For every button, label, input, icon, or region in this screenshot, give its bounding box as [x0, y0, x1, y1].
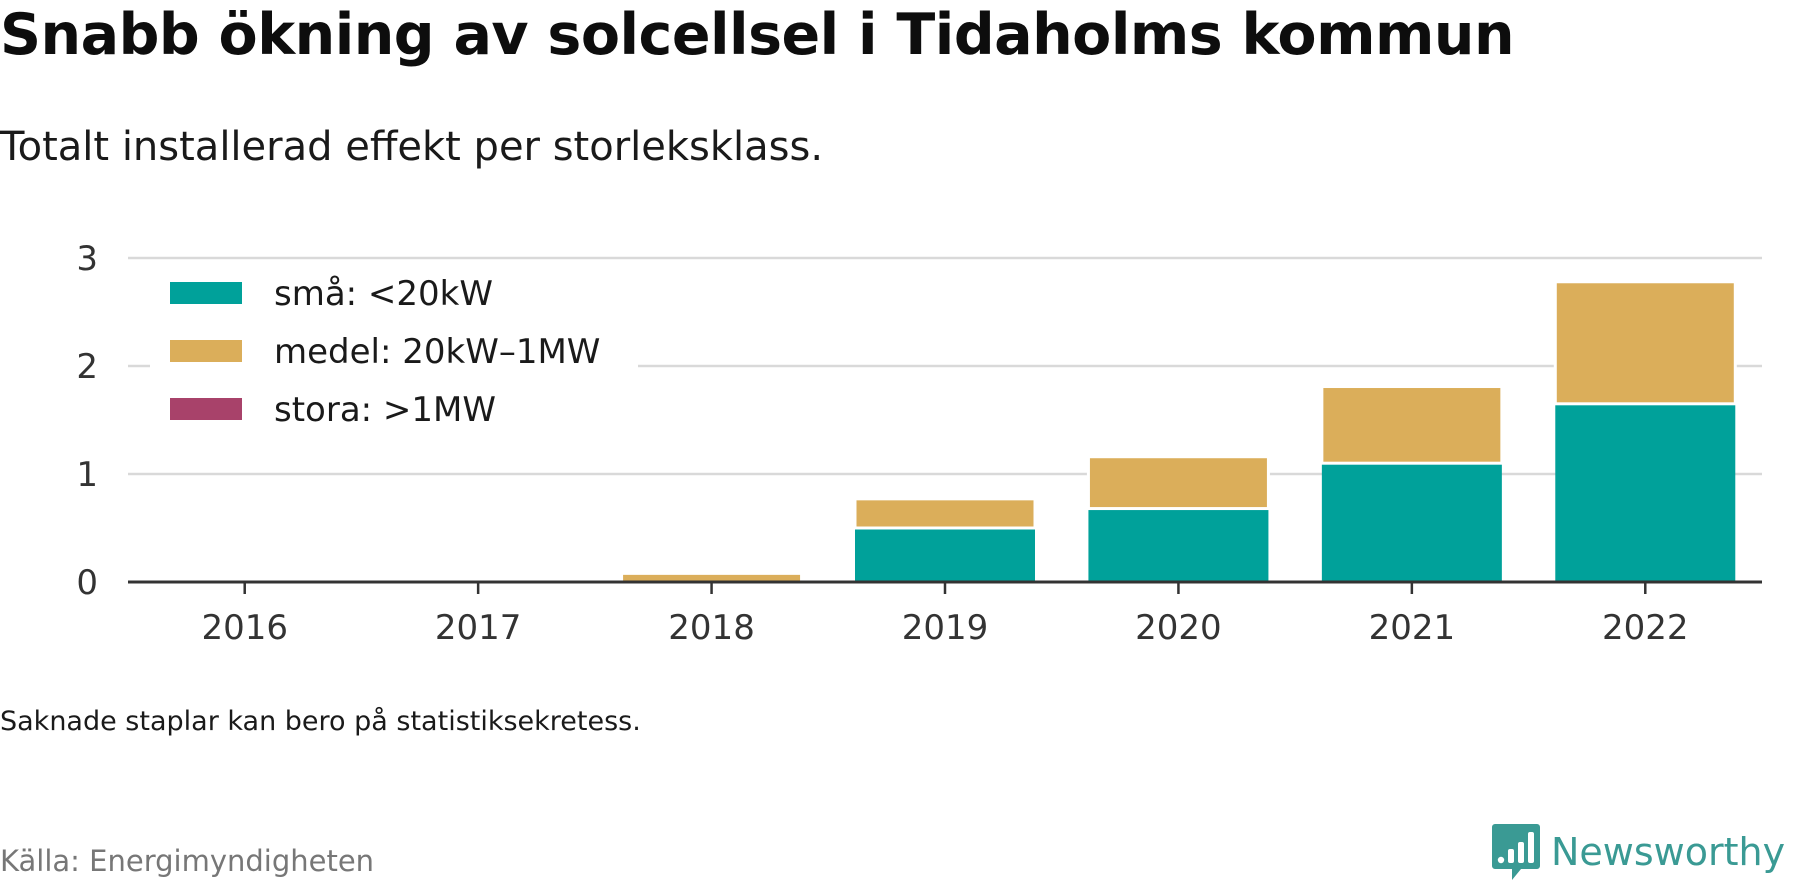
x-tick-label: 2020 — [1135, 608, 1222, 648]
bars — [153, 280, 1737, 584]
bar-segment[interactable] — [853, 497, 1037, 530]
bar-segment[interactable] — [1555, 403, 1736, 582]
footnote: Saknade staplar kan bero på statistiksek… — [0, 706, 641, 737]
chart-subtitle: Totalt installerad effekt per storlekskl… — [0, 124, 824, 170]
x-axis-ticks: 2016 2017 2018 2019 2020 2021 2022 — [201, 582, 1689, 648]
source-credit: Källa: Energimyndigheten — [0, 844, 375, 878]
legend-swatch — [170, 398, 242, 420]
x-tick-label: 2018 — [668, 608, 755, 648]
newsworthy-logo-icon — [1492, 824, 1540, 880]
x-tick-label: 2022 — [1602, 608, 1689, 648]
legend-label: stora: >1MW — [274, 390, 496, 430]
bar-segment[interactable] — [855, 528, 1035, 582]
y-tick-label: 3 — [76, 239, 98, 279]
legend: små: <20kW medel: 20kW–1MW stora: >1MW — [150, 264, 638, 442]
bar-segment[interactable] — [1088, 508, 1269, 582]
bar-segment[interactable] — [1320, 385, 1504, 465]
legend-swatch — [170, 282, 242, 304]
y-tick-label: 2 — [76, 347, 98, 387]
x-tick-label: 2016 — [201, 608, 288, 648]
brand-logo[interactable]: Newsworthy — [1491, 822, 1785, 882]
legend-swatch — [170, 340, 242, 362]
x-tick-label: 2019 — [902, 608, 989, 648]
legend-label: medel: 20kW–1MW — [274, 332, 600, 372]
x-tick-label: 2021 — [1369, 608, 1456, 648]
bar-segment[interactable] — [1553, 280, 1737, 406]
legend-label: små: <20kW — [274, 274, 493, 314]
stacked-bar-chart: 0 1 2 3 2016 2017 2018 2019 2020 2021 2022 små: <… — [76, 239, 1762, 648]
y-tick-label: 0 — [76, 563, 98, 603]
brand-name: Newsworthy — [1551, 830, 1786, 874]
chart-title: Snabb ökning av solcellsel i Tidaholms k… — [0, 2, 1515, 68]
y-axis-ticks: 0 1 2 3 — [76, 239, 98, 603]
x-tick-label: 2017 — [435, 608, 522, 648]
y-tick-label: 1 — [76, 455, 98, 495]
bar-segment[interactable] — [1321, 463, 1502, 582]
bar-segment[interactable] — [1086, 455, 1270, 511]
